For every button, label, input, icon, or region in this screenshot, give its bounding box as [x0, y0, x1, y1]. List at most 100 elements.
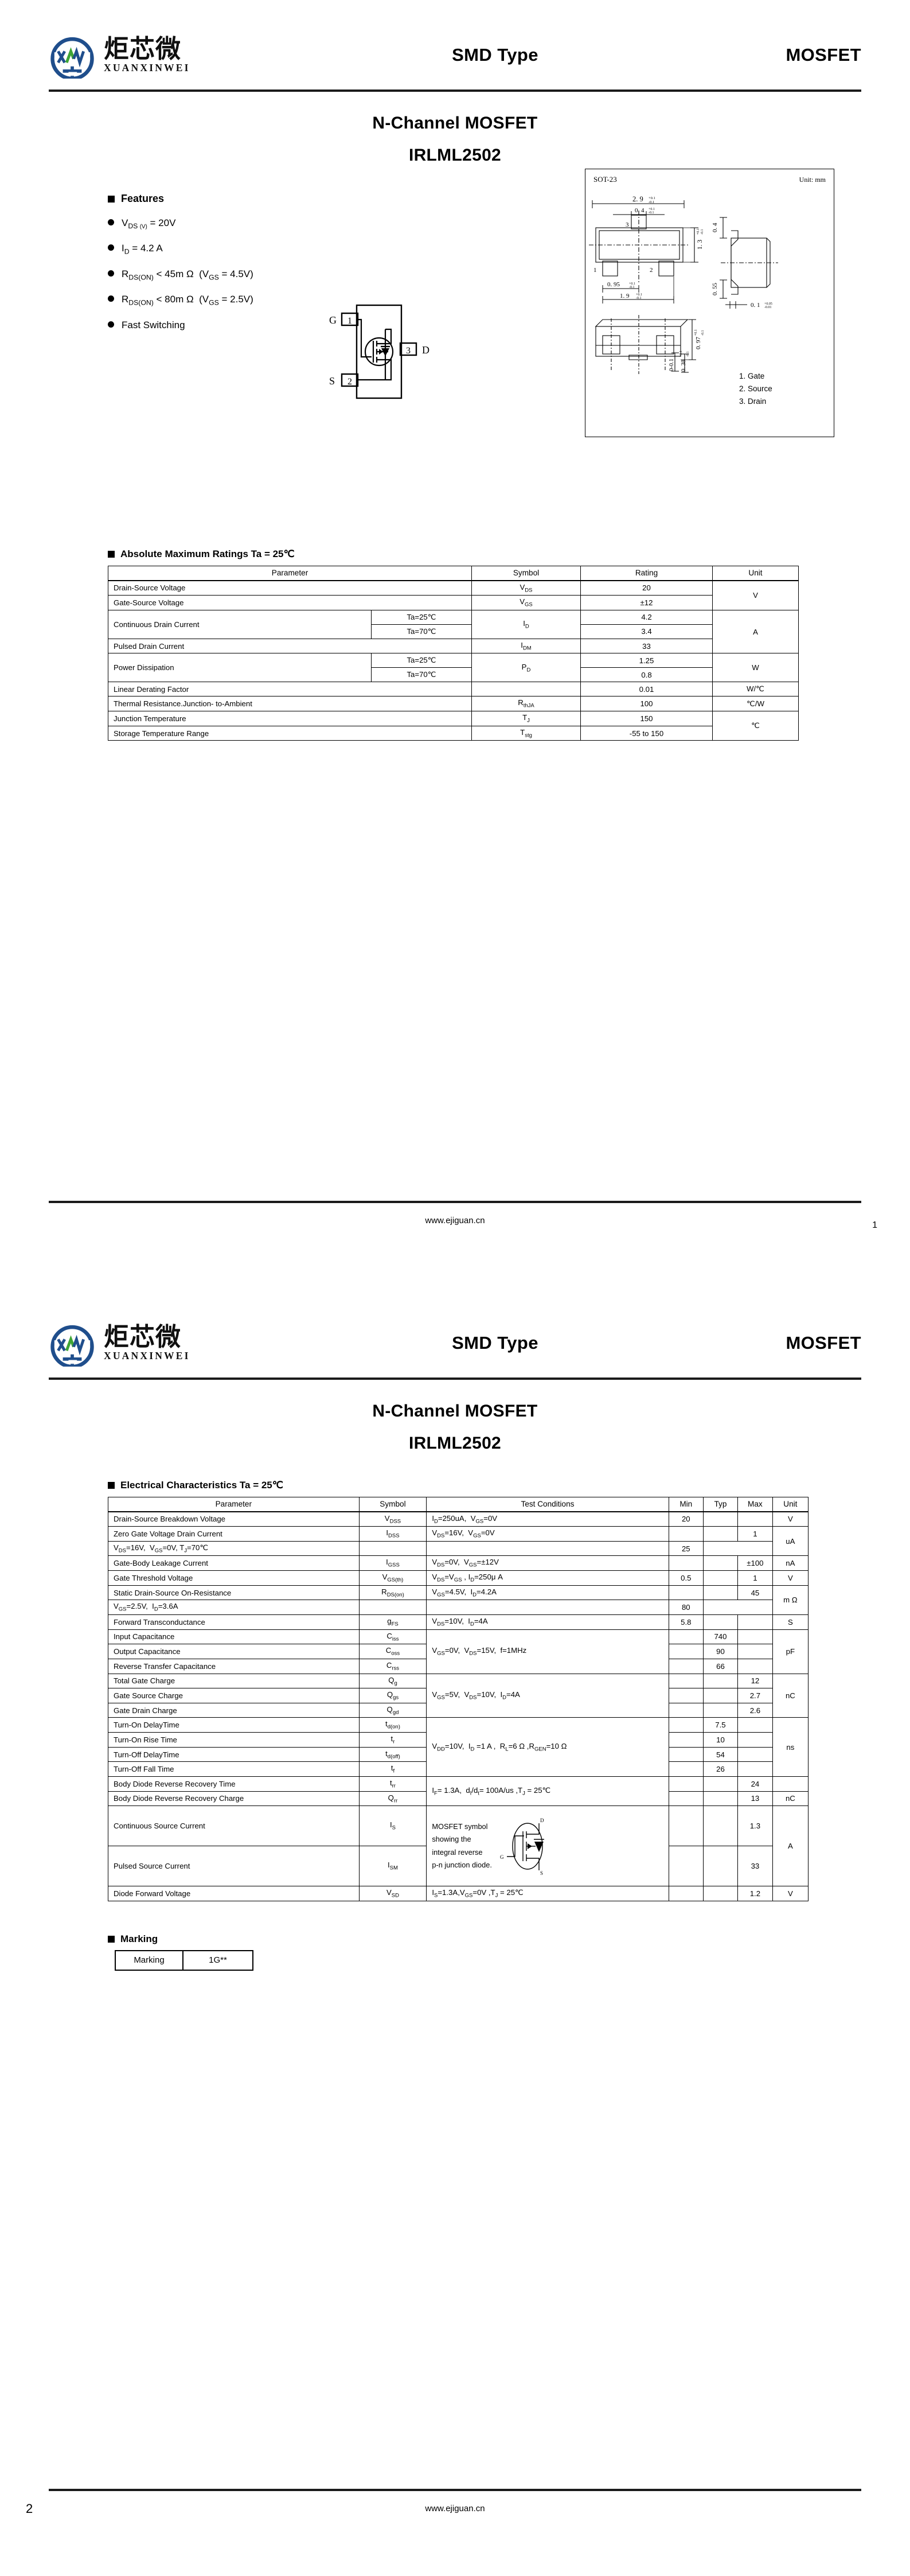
svg-text:-0.1: -0.1	[649, 200, 654, 204]
ec-symbol: Qgs	[358, 1688, 427, 1703]
svg-text:2. 9: 2. 9	[632, 195, 643, 203]
bullet-square-icon	[108, 1935, 115, 1943]
ec-min	[358, 1540, 427, 1557]
svg-text:S: S	[329, 375, 335, 387]
ec-typ	[426, 1600, 669, 1615]
brand-name-en: XUANXINWEI	[104, 62, 190, 74]
svg-text:0. 4: 0. 4	[712, 223, 718, 232]
ec-max	[737, 1629, 773, 1645]
ec-max	[737, 1761, 773, 1777]
part-number-title: IRLML2502	[408, 1434, 502, 1453]
table-row: Output Capacitance Coss 90	[108, 1644, 809, 1659]
ec-min: 0.5	[668, 1570, 704, 1586]
amr-parameter: Junction Temperature	[108, 711, 472, 726]
feature-item-4: Fast Switching	[108, 320, 429, 331]
ec-test-condition: VDS=16V, VGS=0V	[426, 1526, 669, 1542]
footer-url[interactable]: www.ejiguan.cn	[425, 2504, 485, 2513]
marking-value-cell: 1G**	[182, 1949, 253, 1971]
ec-parameter: Turn-On Rise Time	[108, 1732, 360, 1748]
amr-condition: Ta=70℃	[371, 667, 472, 683]
company-logo: 炬芯微 XUANXINWEI	[49, 1320, 295, 1367]
ec-unit: m Ω	[772, 1585, 809, 1615]
bullet-dot-icon	[108, 219, 114, 225]
ec-min	[358, 1600, 427, 1615]
package-pin-legend: 1. Gate 2. Source 3. Drain	[739, 370, 772, 408]
amr-symbol	[471, 682, 581, 697]
ec-max: 2.6	[737, 1702, 773, 1718]
ec-unit	[772, 1776, 809, 1792]
svg-text:0-0.1: 0-0.1	[669, 359, 675, 371]
ec-max	[737, 1732, 773, 1748]
svg-text:+0.1: +0.1	[629, 282, 635, 286]
ec-typ	[702, 1846, 739, 1887]
ec-typ: 54	[702, 1746, 739, 1762]
ec-typ: 66	[702, 1658, 739, 1674]
ec-unit: S	[772, 1614, 809, 1630]
ec-parameter: Body Diode Reverse Recovery Time	[108, 1776, 360, 1792]
page-header: 炬芯微 XUANXINWEI SMD Type MOSFET	[0, 0, 910, 86]
ec-typ	[702, 1673, 739, 1689]
ec-symbol: IGSS	[358, 1555, 427, 1571]
ec-typ	[702, 1511, 739, 1527]
feature-item-0: VDS (V) = 20V	[108, 217, 429, 230]
xuanxinwei-logo-icon	[50, 37, 94, 79]
amr-table-head: Parameter Symbol Rating Unit	[108, 566, 799, 581]
table-row: Turn-Off DelayTime td(off) 54	[108, 1746, 809, 1762]
ec-heading: Electrical Characteristics Ta = 25℃	[108, 1480, 910, 1491]
amr-condition: Ta=25℃	[371, 653, 472, 668]
ec-typ: 90	[702, 1644, 739, 1659]
amr-rating: 100	[580, 696, 713, 712]
ec-table-body: Drain-Source Breakdown Voltage VDSS ID=250…	[108, 1511, 809, 1901]
ec-parameter: Turn-On DelayTime	[108, 1717, 360, 1733]
ec-min: 20	[668, 1511, 704, 1527]
package-unit-label: Unit: mm	[799, 176, 826, 184]
bullet-dot-icon	[108, 244, 114, 251]
footer-url[interactable]: www.ejiguan.cn	[425, 1216, 485, 1225]
package-dimension-svg: 2. 9 +0.1 -0.1 0. 4 +0.1 -0.1 3 1 2 1. 3…	[589, 195, 778, 374]
ec-min	[668, 1629, 704, 1645]
table-row: Diode Forward Voltage VSD IS=1.3A,VGS=0V ,…	[108, 1886, 809, 1901]
ec-unit: pF	[772, 1629, 809, 1674]
ec-col-header: Parameter	[108, 1497, 360, 1512]
table-row: Drain-Source Breakdown Voltage VDSS ID=250…	[108, 1511, 809, 1527]
ec-typ: 740	[702, 1629, 739, 1645]
amr-unit: ℃	[712, 711, 799, 741]
amr-symbol: PD	[471, 653, 581, 683]
table-row: Ta=70℃ 0.8	[108, 667, 799, 683]
ec-symbol: Qg	[358, 1673, 427, 1689]
features-heading-label: Features	[121, 193, 165, 204]
ec-unit: nC	[772, 1791, 809, 1807]
bullet-dot-icon	[108, 321, 114, 328]
marking-label-cell: Marking	[115, 1949, 183, 1971]
svg-text:+0.1: +0.1	[649, 196, 655, 200]
ec-test-condition: VGS=2.5V, ID=3.6A	[108, 1600, 360, 1615]
ec-symbol: ISM	[358, 1846, 427, 1887]
ec-min	[668, 1702, 704, 1718]
amr-table-body: Drain-Source Voltage VDS 20 V Gate-Source Vo…	[108, 579, 799, 741]
ec-typ: 10	[702, 1732, 739, 1748]
ec-typ	[702, 1688, 739, 1703]
amr-heading: Absolute Maximum Ratings Ta = 25℃	[108, 548, 910, 560]
table-row: VDS=16V, VGS=0V, TJ=70℃ 25	[108, 1540, 809, 1557]
table-row: Marking 1G**	[115, 1949, 253, 1971]
feature-label: VDS (V) = 20V	[122, 217, 176, 231]
ec-max	[737, 1717, 773, 1733]
ec-max: ±100	[737, 1555, 773, 1571]
ec-min	[668, 1746, 704, 1762]
ec-symbol: Qrr	[358, 1791, 427, 1807]
amr-symbol: RthJA	[471, 696, 581, 712]
ec-header-row: Parameter Symbol Test Conditions Min Typ Max U…	[108, 1497, 809, 1512]
table-row: Gate Source Charge Qgs 2.7	[108, 1688, 809, 1703]
feature-label: Fast Switching	[122, 319, 185, 330]
bullet-square-icon	[108, 1482, 115, 1489]
amr-symbol: ID	[471, 609, 581, 639]
ec-test-condition: VDS=10V, ID=4A	[426, 1614, 669, 1630]
amr-parameter: Storage Temperature Range	[108, 725, 472, 741]
svg-text:3: 3	[626, 221, 629, 228]
marking-heading-label: Marking	[120, 1933, 158, 1944]
ec-max: 24	[737, 1776, 773, 1792]
ec-max: 33	[737, 1846, 773, 1887]
table-row: VGS=2.5V, ID=3.6A 80	[108, 1600, 809, 1615]
ec-symbol: Ciss	[358, 1629, 427, 1645]
ec-min	[668, 1886, 704, 1901]
